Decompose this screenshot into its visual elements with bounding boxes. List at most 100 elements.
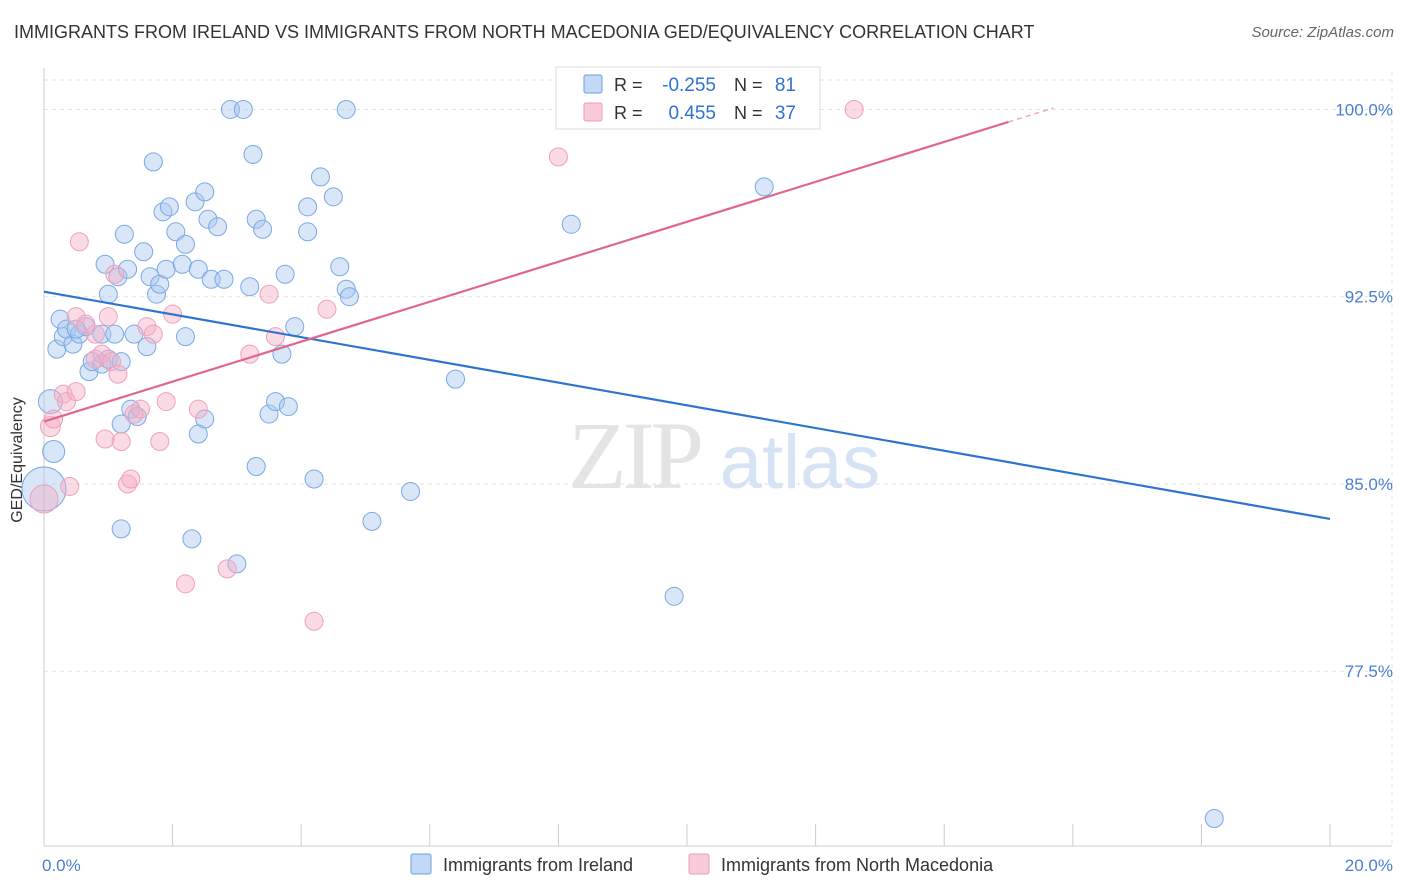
- point-ireland: [111, 519, 131, 539]
- y-tick-label: 85.0%: [1345, 475, 1393, 494]
- point-north-macedonia: [118, 474, 138, 494]
- point-ireland: [259, 404, 279, 424]
- point-ireland: [195, 182, 215, 202]
- stats-r-value-north-macedonia: 0.455: [668, 103, 716, 124]
- point-ireland: [278, 397, 298, 417]
- point-ireland: [188, 424, 208, 444]
- stats-swatch-ireland: [583, 74, 603, 94]
- trend-line-ireland: [43, 290, 1331, 521]
- point-ireland: [1204, 809, 1224, 829]
- point-ireland: [159, 197, 179, 217]
- point-north-macedonia: [130, 399, 150, 419]
- axes: [43, 68, 1392, 847]
- point-north-macedonia: [105, 264, 125, 284]
- point-ireland: [111, 352, 131, 372]
- point-ireland: [253, 219, 273, 239]
- point-ireland: [140, 267, 160, 287]
- point-north-macedonia: [60, 476, 80, 496]
- point-ireland: [114, 224, 134, 244]
- point-ireland: [227, 554, 247, 574]
- point-north-macedonia: [95, 429, 115, 449]
- point-ireland: [754, 177, 774, 197]
- point-north-macedonia: [66, 382, 86, 402]
- point-north-macedonia: [143, 324, 163, 344]
- point-north-macedonia: [317, 299, 337, 319]
- point-ireland: [298, 222, 318, 242]
- point-ireland: [664, 586, 684, 606]
- y-tick-label: 100.0%: [1335, 100, 1393, 119]
- y-tick-label: 92.5%: [1345, 288, 1393, 307]
- point-north-macedonia: [102, 352, 122, 372]
- point-ireland: [304, 469, 324, 489]
- legend-label-north-macedonia: Immigrants from North Macedonia: [721, 855, 994, 875]
- point-ireland: [134, 242, 154, 262]
- legend-label-ireland: Immigrants from Ireland: [443, 855, 633, 875]
- point-ireland: [137, 337, 157, 357]
- point-ireland: [243, 144, 263, 164]
- point-ireland: [246, 456, 266, 476]
- point-ireland: [233, 99, 253, 119]
- stats-swatch-north-macedonia: [583, 102, 603, 122]
- stats-legend: R = -0.255 N = 81 R = 0.455 N = 37: [555, 66, 821, 130]
- point-ireland: [118, 259, 138, 279]
- point-ireland: [185, 192, 205, 212]
- x-tick-label: 20.0%: [1345, 856, 1393, 875]
- stats-r-label-north-macedonia: R =: [614, 103, 643, 123]
- point-north-macedonia: [85, 349, 105, 369]
- point-ireland: [265, 392, 285, 412]
- stats-n-value-ireland: 81: [775, 75, 796, 96]
- point-ireland: [42, 440, 66, 464]
- stats-r-label-ireland: R =: [614, 75, 643, 95]
- legend-swatch-north-macedonia: [688, 853, 710, 875]
- point-ireland: [330, 257, 350, 277]
- bottom-legend: Immigrants from Ireland Immigrants from …: [410, 853, 994, 875]
- point-north-macedonia: [217, 559, 237, 579]
- point-north-macedonia: [121, 469, 141, 489]
- point-ireland: [208, 217, 228, 237]
- point-ireland: [285, 317, 305, 337]
- point-north-macedonia: [137, 317, 157, 337]
- point-ireland: [175, 327, 195, 347]
- point-ireland: [339, 287, 359, 307]
- point-ireland: [323, 187, 343, 207]
- point-ireland: [401, 481, 421, 501]
- point-ireland: [21, 466, 67, 512]
- point-north-macedonia: [844, 99, 864, 119]
- point-ireland: [105, 324, 125, 344]
- point-north-macedonia: [265, 327, 285, 347]
- point-ireland: [240, 277, 260, 297]
- point-north-macedonia: [111, 432, 131, 452]
- point-north-macedonia: [188, 399, 208, 419]
- point-ireland: [37, 389, 63, 415]
- point-ireland: [561, 214, 581, 234]
- point-north-macedonia: [150, 432, 170, 452]
- points-ireland: [21, 99, 1224, 829]
- point-ireland: [214, 269, 234, 289]
- stats-n-label-north-macedonia: N =: [734, 103, 763, 123]
- point-ireland: [63, 334, 83, 354]
- stats-n-label-ireland: N =: [734, 75, 763, 95]
- point-north-macedonia: [85, 324, 105, 344]
- point-ireland: [246, 209, 266, 229]
- point-ireland: [446, 369, 466, 389]
- chart-title: IMMIGRANTS FROM IRELAND VS IMMIGRANTS FR…: [14, 22, 1035, 42]
- point-ireland: [172, 254, 192, 274]
- point-ireland: [153, 202, 173, 222]
- trend-lines: [43, 107, 1331, 521]
- point-ireland: [98, 284, 118, 304]
- point-ireland: [310, 167, 330, 187]
- watermark: ZIP atlas: [568, 402, 880, 509]
- legend-swatch-ireland: [410, 853, 432, 875]
- point-north-macedonia: [156, 392, 176, 412]
- point-north-macedonia: [548, 147, 568, 167]
- watermark-atlas: atlas: [720, 420, 881, 505]
- point-ireland: [182, 529, 202, 549]
- point-ireland: [198, 209, 218, 229]
- point-ireland: [336, 99, 356, 119]
- point-north-macedonia: [259, 284, 279, 304]
- point-north-macedonia: [98, 307, 118, 327]
- point-ireland: [362, 511, 382, 531]
- source-label: Source: ZipAtlas.com: [1251, 24, 1394, 41]
- point-ireland: [275, 264, 295, 284]
